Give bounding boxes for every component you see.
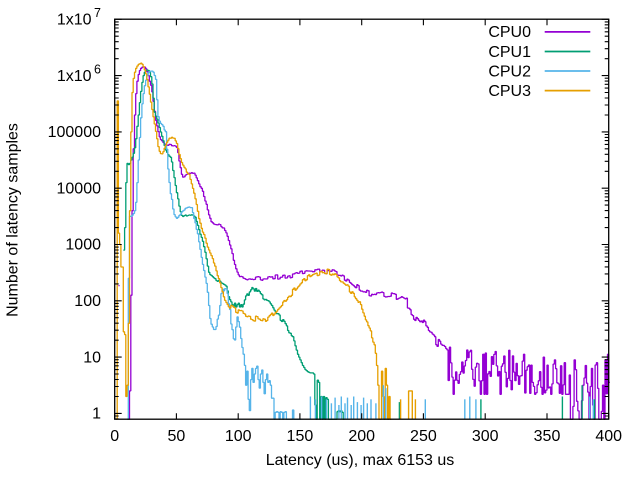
svg-text:200: 200: [348, 428, 375, 445]
svg-text:Latency (us), max 6153 us: Latency (us), max 6153 us: [266, 452, 455, 469]
svg-text:100: 100: [74, 293, 101, 310]
svg-text:100: 100: [225, 428, 252, 445]
svg-text:0: 0: [110, 428, 119, 445]
svg-text:150: 150: [287, 428, 314, 445]
svg-text:300: 300: [472, 428, 499, 445]
svg-text:350: 350: [534, 428, 561, 445]
svg-text:CPU0: CPU0: [488, 24, 531, 41]
svg-text:1: 1: [92, 406, 101, 423]
svg-text:250: 250: [410, 428, 437, 445]
svg-text:CPU2: CPU2: [488, 63, 531, 80]
svg-text:CPU1: CPU1: [488, 44, 531, 61]
svg-text:Number of latency samples: Number of latency samples: [5, 123, 22, 317]
svg-text:50: 50: [168, 428, 186, 445]
svg-text:400: 400: [595, 428, 622, 445]
svg-text:1000: 1000: [65, 237, 101, 254]
svg-text:CPU3: CPU3: [488, 83, 531, 100]
svg-text:10: 10: [83, 349, 101, 366]
svg-text:100000: 100000: [48, 124, 101, 141]
svg-text:10000: 10000: [57, 180, 102, 197]
